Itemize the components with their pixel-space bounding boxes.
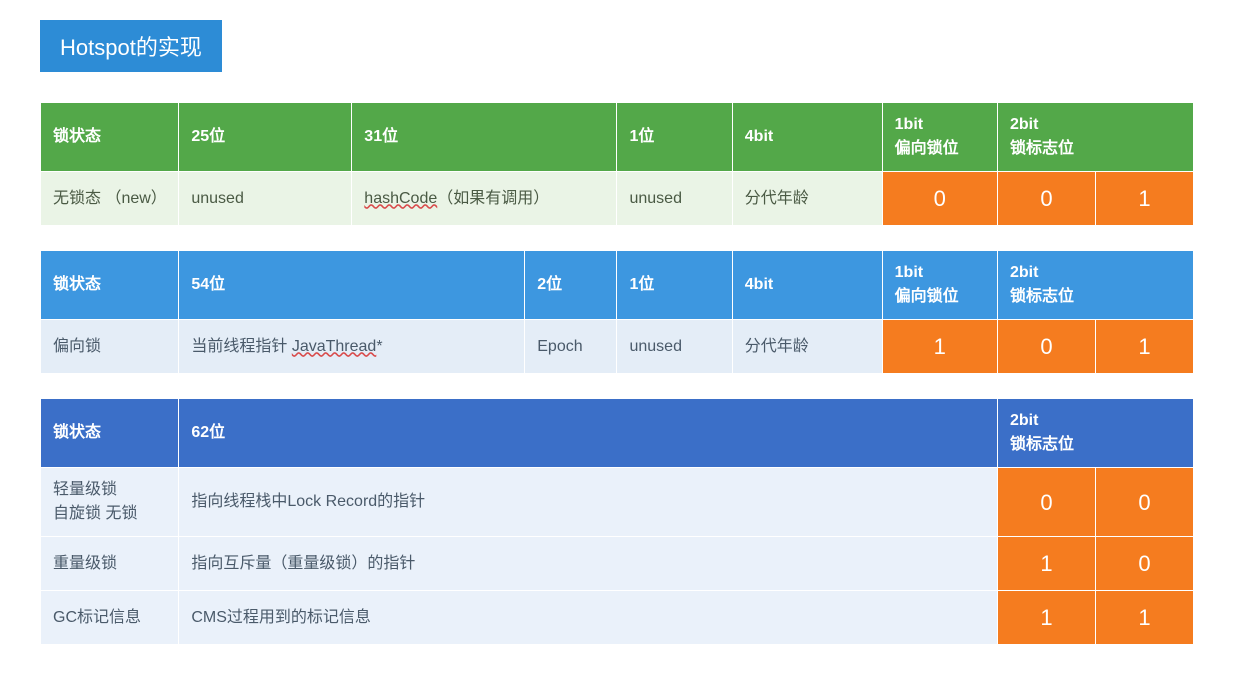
cell: 指向互斥量（重量级锁）的指针 <box>179 537 998 591</box>
bit-cell: 0 <box>997 468 1095 537</box>
col-header: 2bit锁标志位 <box>997 103 1193 172</box>
cell: 轻量级锁 自旋锁 无锁 <box>41 468 179 537</box>
cell: GC标记信息 <box>41 591 179 645</box>
bit-cell: 1 <box>1095 591 1193 645</box>
page-title: Hotspot的实现 <box>40 20 222 72</box>
cell: unused <box>179 172 352 226</box>
bit-cell: 0 <box>997 320 1095 374</box>
cell: CMS过程用到的标记信息 <box>179 591 998 645</box>
col-header: 2位 <box>525 251 617 320</box>
col-header: 锁状态 <box>41 103 179 172</box>
table-header-row: 锁状态 54位 2位 1位 4bit 1bit偏向锁位 2bit锁标志位 <box>41 251 1194 320</box>
bit-cell: 0 <box>882 172 997 226</box>
table-row: 轻量级锁 自旋锁 无锁 指向线程栈中Lock Record的指针 0 0 <box>41 468 1194 537</box>
cell: 无锁态 （new） <box>41 172 179 226</box>
table-row: 偏向锁 当前线程指针 JavaThread* Epoch unused 分代年龄… <box>41 320 1194 374</box>
table-row: 重量级锁 指向互斥量（重量级锁）的指针 1 0 <box>41 537 1194 591</box>
col-header: 锁状态 <box>41 251 179 320</box>
bit-cell: 0 <box>997 172 1095 226</box>
col-header: 2bit锁标志位 <box>997 399 1193 468</box>
col-header: 62位 <box>179 399 998 468</box>
col-header: 2bit锁标志位 <box>997 251 1193 320</box>
col-header: 4bit <box>732 103 882 172</box>
cell: 偏向锁 <box>41 320 179 374</box>
bit-cell: 1 <box>997 537 1095 591</box>
table-header-row: 锁状态 62位 2bit锁标志位 <box>41 399 1194 468</box>
cell: 分代年龄 <box>732 320 882 374</box>
col-header: 锁状态 <box>41 399 179 468</box>
table-row: 无锁态 （new） unused hashCode（如果有调用） unused … <box>41 172 1194 226</box>
cell: 当前线程指针 JavaThread* <box>179 320 525 374</box>
cell: 指向线程栈中Lock Record的指针 <box>179 468 998 537</box>
bit-cell: 1 <box>997 591 1095 645</box>
col-header: 1bit偏向锁位 <box>882 103 997 172</box>
table-lockstate-green: 锁状态 25位 31位 1位 4bit 1bit偏向锁位 2bit锁标志位 无锁… <box>40 102 1194 226</box>
table-header-row: 锁状态 25位 31位 1位 4bit 1bit偏向锁位 2bit锁标志位 <box>41 103 1194 172</box>
cell: unused <box>617 172 732 226</box>
bit-cell: 1 <box>1095 172 1193 226</box>
col-header: 1bit偏向锁位 <box>882 251 997 320</box>
bit-cell: 1 <box>882 320 997 374</box>
cell: unused <box>617 320 732 374</box>
cell: hashCode（如果有调用） <box>352 172 617 226</box>
table-row: GC标记信息 CMS过程用到的标记信息 1 1 <box>41 591 1194 645</box>
col-header: 1位 <box>617 251 732 320</box>
col-header: 25位 <box>179 103 352 172</box>
col-header: 4bit <box>732 251 882 320</box>
cell: 分代年龄 <box>732 172 882 226</box>
table-lockstate-dblue: 锁状态 62位 2bit锁标志位 轻量级锁 自旋锁 无锁 指向线程栈中Lock … <box>40 398 1194 645</box>
col-header: 54位 <box>179 251 525 320</box>
bit-cell: 0 <box>1095 468 1193 537</box>
col-header: 1位 <box>617 103 732 172</box>
col-header: 31位 <box>352 103 617 172</box>
bit-cell: 1 <box>1095 320 1193 374</box>
table-lockstate-blue: 锁状态 54位 2位 1位 4bit 1bit偏向锁位 2bit锁标志位 偏向锁… <box>40 250 1194 374</box>
bit-cell: 0 <box>1095 537 1193 591</box>
cell: 重量级锁 <box>41 537 179 591</box>
cell: Epoch <box>525 320 617 374</box>
